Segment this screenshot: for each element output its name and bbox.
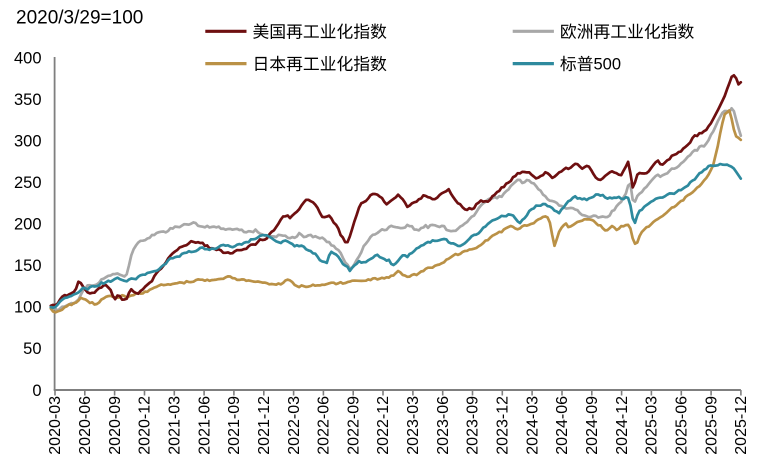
svg-text:2024-12: 2024-12 — [614, 396, 631, 455]
svg-text:200: 200 — [14, 216, 42, 234]
svg-text:50: 50 — [23, 340, 41, 358]
svg-text:2022-12: 2022-12 — [375, 396, 392, 455]
svg-text:2025-09: 2025-09 — [703, 396, 720, 455]
svg-text:2023-03: 2023-03 — [405, 396, 422, 455]
svg-text:2022-03: 2022-03 — [286, 396, 303, 455]
svg-text:150: 150 — [14, 257, 42, 275]
svg-text:2022-09: 2022-09 — [345, 396, 362, 455]
svg-text:2025-03: 2025-03 — [644, 396, 661, 455]
svg-text:2022-06: 2022-06 — [316, 396, 333, 455]
svg-text:2023-06: 2023-06 — [435, 396, 452, 455]
svg-text:2023-09: 2023-09 — [465, 396, 482, 455]
svg-text:2025-06: 2025-06 — [674, 396, 691, 455]
svg-text:2020-06: 2020-06 — [77, 396, 94, 455]
svg-text:0: 0 — [32, 382, 41, 400]
svg-text:2021-12: 2021-12 — [256, 396, 273, 455]
svg-text:350: 350 — [14, 91, 42, 109]
svg-text:2020-09: 2020-09 — [107, 396, 124, 455]
svg-text:400: 400 — [14, 49, 42, 67]
svg-text:2025-12: 2025-12 — [733, 396, 750, 455]
svg-text:500: 500 — [594, 56, 622, 74]
svg-text:250: 250 — [14, 174, 42, 192]
svg-text:2020/3/29=100: 2020/3/29=100 — [16, 8, 143, 29]
svg-text:100: 100 — [14, 299, 42, 317]
svg-text:2023-12: 2023-12 — [495, 396, 512, 455]
svg-text:2020-03: 2020-03 — [47, 396, 64, 455]
svg-text:2020-12: 2020-12 — [137, 396, 154, 455]
svg-text:2024-03: 2024-03 — [524, 396, 541, 455]
svg-text:2024-06: 2024-06 — [554, 396, 571, 455]
svg-text:2021-09: 2021-09 — [226, 396, 243, 455]
svg-text:2021-06: 2021-06 — [196, 396, 213, 455]
svg-text:300: 300 — [14, 132, 42, 150]
svg-text:2021-03: 2021-03 — [167, 396, 184, 455]
svg-text:2024-09: 2024-09 — [584, 396, 601, 455]
